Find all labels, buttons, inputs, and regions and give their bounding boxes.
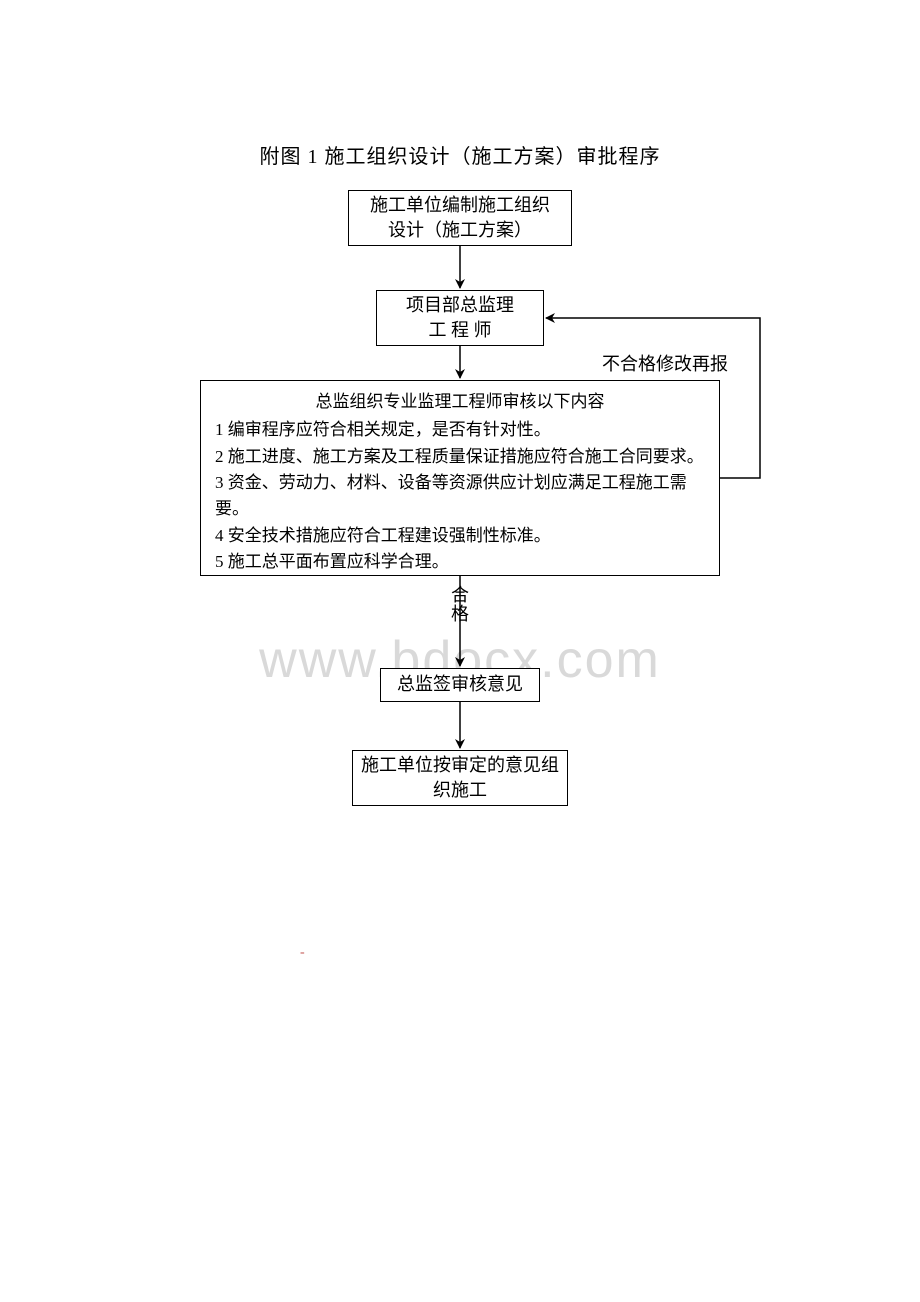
node-text: 项目部总监理 [406, 293, 514, 318]
node-start: 施工单位编制施工组织 设计（施工方案） [348, 190, 572, 246]
node-text: 织施工 [433, 778, 487, 803]
pass-label: 合格 [450, 586, 470, 624]
node-end: 施工单位按审定的意见组 织施工 [352, 750, 568, 806]
review-item: 2 施工进度、施工方案及工程质量保证措施应符合施工合同要求。 [215, 444, 704, 470]
node-text: 总监签审核意见 [397, 672, 523, 697]
review-heading: 总监组织专业监理工程师审核以下内容 [215, 389, 705, 415]
node-review: 总监组织专业监理工程师审核以下内容 1 编审程序应符合相关规定，是否有针对性。 … [200, 380, 720, 576]
review-item: 3 资金、劳动力、材料、设备等资源供应计划应满足工程施工需要。 [215, 470, 705, 523]
pass-label-text: 合格 [451, 585, 469, 624]
review-item: 1 编审程序应符合相关规定，是否有针对性。 [215, 417, 551, 443]
fail-label: 不合格修改再报 [602, 350, 728, 376]
node-text: 施工单位按审定的意见组 [361, 753, 559, 778]
node-supervisor: 项目部总监理 工 程 师 [376, 290, 544, 346]
review-item: 4 安全技术措施应符合工程建设强制性标准。 [215, 523, 551, 549]
review-item: 5 施工总平面布置应科学合理。 [215, 549, 449, 575]
node-text: 工 程 师 [429, 318, 492, 343]
node-text: 设计（施工方案） [388, 218, 532, 243]
accent-dot: - [300, 945, 305, 961]
page: 附图 1 施工组织设计（施工方案）审批程序 www.bdocx.com 施工单位… [0, 0, 920, 1302]
node-sign: 总监签审核意见 [380, 668, 540, 702]
node-text: 施工单位编制施工组织 [370, 193, 550, 218]
page-title: 附图 1 施工组织设计（施工方案）审批程序 [0, 140, 920, 169]
